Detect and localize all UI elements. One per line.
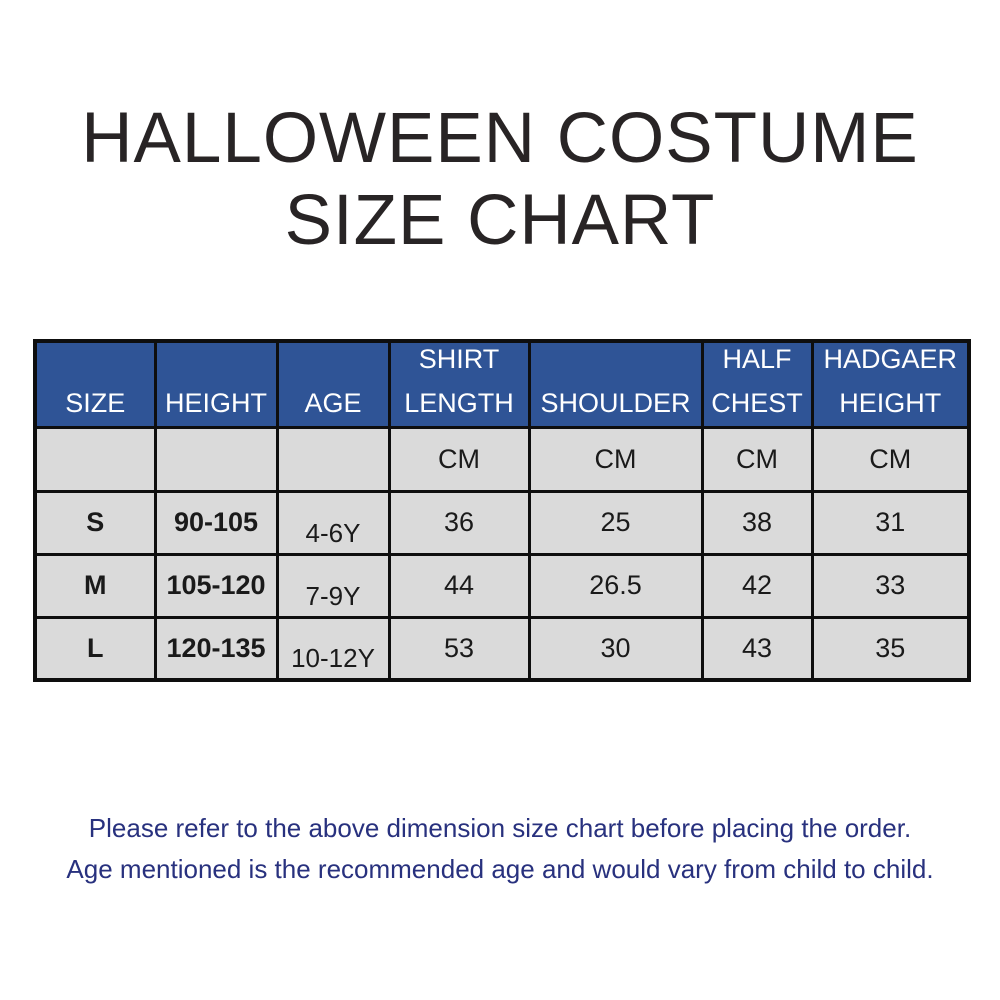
- unit-cell: CM: [527, 425, 704, 493]
- column-header-hadgaer-height: HADGAER HEIGHT: [810, 339, 971, 429]
- age-cell: 10-12Y: [275, 615, 391, 682]
- header-row: SIZE HEIGHT AGE SHIRT LENGTH SHOULDER: [33, 339, 971, 429]
- units-row: CM CM CM CM: [33, 425, 971, 493]
- column-header-height: HEIGHT: [153, 339, 279, 429]
- title-line-2: SIZE CHART: [284, 180, 716, 260]
- column-header-line: SIZE: [65, 387, 126, 418]
- column-header-line: SHOULDER: [540, 387, 691, 418]
- page-title: HALLOWEEN COSTUME SIZE CHART: [0, 0, 1000, 261]
- note-line-2: Age mentioned is the recommended age and…: [66, 853, 934, 884]
- column-header-line: HADGAER: [823, 343, 958, 374]
- age-cell: 7-9Y: [275, 552, 391, 619]
- shirt-length-cell: 53: [387, 615, 531, 682]
- column-header-half-chest: HALF CHEST: [700, 339, 814, 429]
- shirt-length-cell: 36: [387, 489, 531, 556]
- unit-cell: [275, 425, 391, 493]
- half-chest-cell: 42: [700, 552, 814, 619]
- shoulder-cell: 26.5: [527, 552, 704, 619]
- column-header-line: CHEST: [711, 387, 803, 418]
- shirt-length-cell: 44: [387, 552, 531, 619]
- hadgaer-height-cell: 31: [810, 489, 971, 556]
- column-header-shoulder: SHOULDER: [527, 339, 704, 429]
- half-chest-cell: 38: [700, 489, 814, 556]
- column-header-line: AGE: [304, 387, 362, 418]
- age-cell: 4-6Y: [275, 489, 391, 556]
- size-row-l: L 120-135 10-12Y 53 30 43 35: [33, 615, 971, 682]
- title-line-1: HALLOWEEN COSTUME: [81, 99, 919, 178]
- unit-cell: [33, 425, 157, 493]
- unit-cell: [153, 425, 279, 493]
- column-header-line: HEIGHT: [164, 387, 267, 418]
- size-row-m: M 105-120 7-9Y 44 26.5 42 33: [33, 552, 971, 619]
- height-cell: 105-120: [153, 552, 279, 619]
- unit-cell: CM: [700, 425, 814, 493]
- size-cell: M: [33, 552, 157, 619]
- column-header-line: LENGTH: [404, 387, 514, 418]
- shoulder-cell: 30: [527, 615, 704, 682]
- note-line-1: Please refer to the above dimension size…: [88, 813, 912, 844]
- size-cell: S: [33, 489, 157, 556]
- size-chart-table: SIZE HEIGHT AGE SHIRT LENGTH SHOULDER: [33, 339, 971, 683]
- column-header-line: HEIGHT: [839, 387, 942, 418]
- height-cell: 90-105: [153, 489, 279, 556]
- unit-cell: CM: [387, 425, 531, 493]
- unit-cell: CM: [810, 425, 971, 493]
- shoulder-cell: 25: [527, 489, 704, 556]
- size-row-s: S 90-105 4-6Y 36 25 38 31: [33, 489, 971, 556]
- half-chest-cell: 43: [700, 615, 814, 682]
- hadgaer-height-cell: 33: [810, 552, 971, 619]
- column-header-size: SIZE: [33, 339, 157, 429]
- order-notes: Please refer to the above dimension size…: [0, 808, 1000, 889]
- column-header-line: SHIRT: [418, 343, 500, 374]
- hadgaer-height-cell: 35: [810, 615, 971, 682]
- column-header-line: HALF: [722, 343, 792, 374]
- column-header-age: AGE: [275, 339, 391, 429]
- height-cell: 120-135: [153, 615, 279, 682]
- size-cell: L: [33, 615, 157, 682]
- column-header-shirt-length: SHIRT LENGTH: [387, 339, 531, 429]
